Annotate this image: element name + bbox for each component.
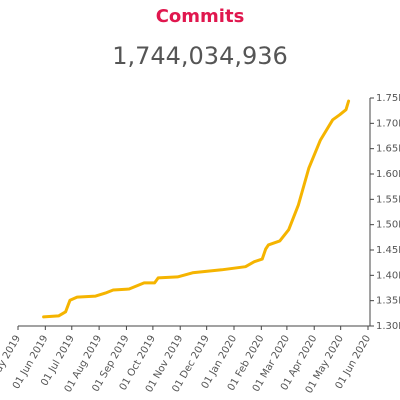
y-tick-label: 1.35B [376,296,400,307]
y-tick-label: 1.45B [376,245,400,256]
y-tick-label: 1.55B [376,194,400,205]
chart-title: Commits [156,6,245,27]
y-tick-label: 1.70B [376,118,400,129]
y-tick-label: 1.30B [376,321,400,332]
y-tick-label: 1.75B [376,93,400,104]
y-tick-label: 1.60B [376,169,400,180]
y-tick-label: 1.65B [376,144,400,155]
y-tick-label: 1.50B [376,220,400,231]
y-tick-label: 1.40B [376,270,400,281]
data-line [42,99,351,319]
total-count: 1,744,034,936 [112,42,288,70]
